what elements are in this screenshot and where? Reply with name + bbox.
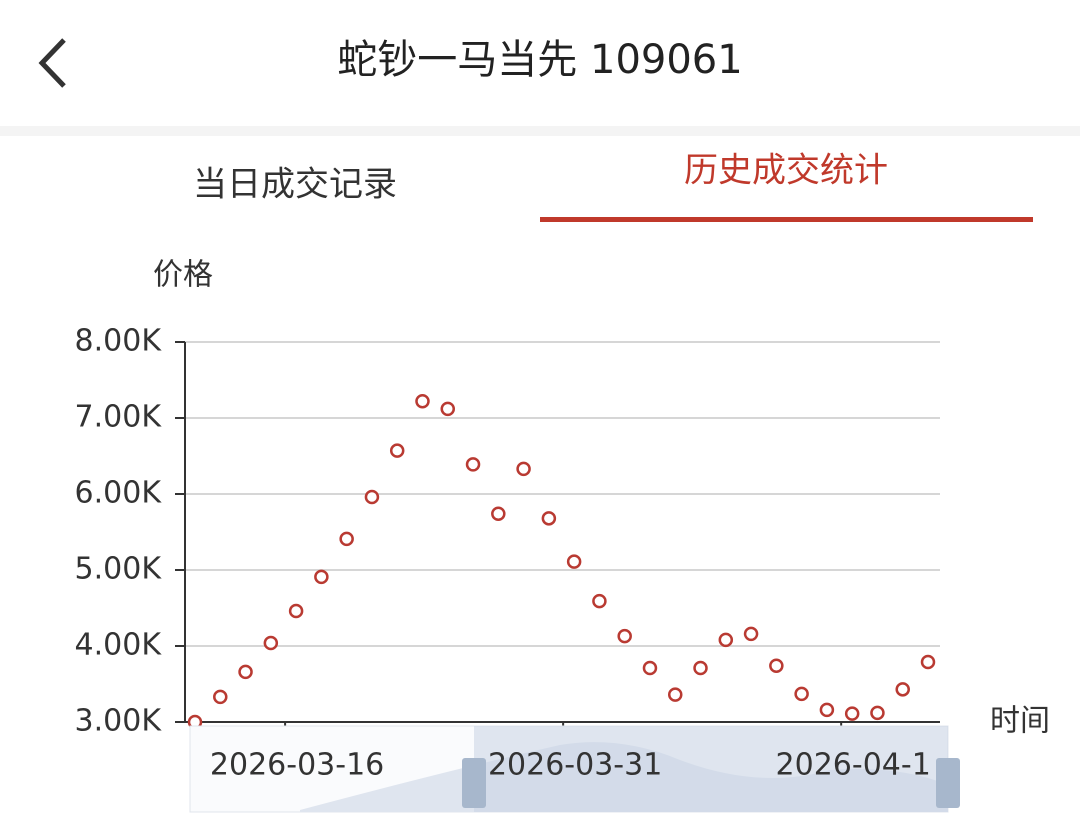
point (844, 706, 860, 721)
point (667, 687, 683, 702)
point (213, 689, 228, 705)
point (491, 506, 506, 522)
y-axis-label: 价格 (153, 258, 213, 293)
y-tick-label: 6.00K (75, 476, 163, 511)
zoom-window (474, 726, 948, 812)
point (566, 554, 582, 569)
point (288, 603, 304, 619)
point (440, 401, 456, 417)
tab-indicator (540, 217, 1033, 222)
y-tick-label: 4.00K (75, 628, 163, 663)
zoom-handle[interactable] (936, 758, 960, 808)
point (794, 686, 809, 702)
point (693, 660, 708, 676)
point (592, 593, 607, 609)
y-tick-label: 3.00K (75, 704, 163, 739)
point (263, 635, 279, 651)
tab-active[interactable]: 历史成交统计 (684, 151, 888, 191)
point (339, 531, 354, 547)
divider (0, 126, 1080, 136)
point (617, 628, 632, 644)
zoom-handle[interactable] (462, 758, 486, 808)
x-tick-label: 2026-03-16 (210, 748, 384, 783)
x-tick-label: 2026-03-31 (488, 748, 662, 783)
x-tick-label: 2026-04-1 (776, 748, 931, 783)
x-axis-label: 时间 (990, 704, 1050, 739)
tab[interactable]: 当日成交记录 (193, 165, 397, 205)
data-zoom[interactable] (189, 725, 960, 813)
point (465, 457, 481, 472)
page-title: 蛇钞一马当先 109061 (337, 37, 742, 83)
y-tick-label: 7.00K (75, 400, 163, 435)
point (516, 461, 531, 477)
point (718, 632, 734, 648)
point (415, 394, 430, 409)
point (314, 569, 329, 585)
y-tick-label: 8.00K (75, 324, 163, 359)
point (364, 489, 380, 505)
point (389, 443, 405, 458)
point (743, 626, 759, 642)
point (238, 664, 253, 680)
point (920, 654, 936, 670)
y-tick-label: 5.00K (75, 552, 163, 587)
point (819, 702, 835, 718)
point (870, 705, 885, 721)
point (541, 511, 557, 526)
back-button[interactable] (38, 38, 66, 88)
point (642, 660, 658, 676)
point (769, 658, 784, 674)
point (895, 682, 910, 697)
